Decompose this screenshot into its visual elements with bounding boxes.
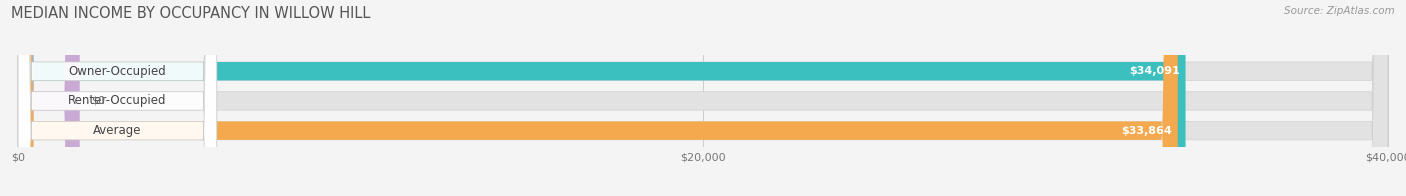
Text: Average: Average — [93, 124, 142, 137]
Text: Source: ZipAtlas.com: Source: ZipAtlas.com — [1284, 6, 1395, 16]
FancyBboxPatch shape — [18, 0, 80, 196]
FancyBboxPatch shape — [18, 0, 217, 196]
Text: $33,864: $33,864 — [1122, 126, 1173, 136]
FancyBboxPatch shape — [18, 0, 217, 196]
FancyBboxPatch shape — [18, 0, 1388, 196]
FancyBboxPatch shape — [18, 0, 1178, 196]
Text: Owner-Occupied: Owner-Occupied — [69, 65, 166, 78]
FancyBboxPatch shape — [18, 0, 217, 196]
Text: $0: $0 — [91, 96, 104, 106]
FancyBboxPatch shape — [18, 0, 1388, 196]
FancyBboxPatch shape — [18, 0, 1388, 196]
Text: Renter-Occupied: Renter-Occupied — [67, 94, 167, 107]
Text: $34,091: $34,091 — [1129, 66, 1180, 76]
FancyBboxPatch shape — [18, 0, 1185, 196]
Text: MEDIAN INCOME BY OCCUPANCY IN WILLOW HILL: MEDIAN INCOME BY OCCUPANCY IN WILLOW HIL… — [11, 6, 371, 21]
